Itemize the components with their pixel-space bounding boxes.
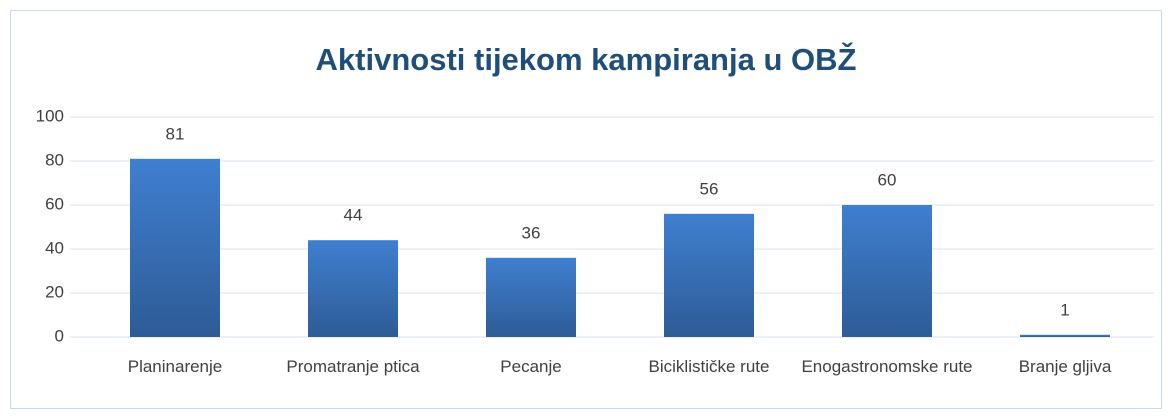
data-label: 1 [1060, 300, 1069, 319]
y-tick-label: 0 [55, 326, 64, 345]
bar [130, 158, 220, 337]
chart-title: Aktivnosti tijekom kampiranja u OBŽ [316, 41, 857, 77]
bar [308, 240, 398, 337]
data-label: 44 [344, 206, 363, 225]
y-tick-label: 40 [45, 238, 64, 257]
y-tick-label: 100 [36, 106, 64, 125]
data-label: 36 [522, 223, 541, 242]
y-tick-label: 80 [45, 150, 64, 169]
y-tick-label: 60 [45, 194, 64, 213]
bar [842, 205, 932, 337]
x-tick-label: Enogastronomske rute [801, 357, 972, 376]
bar [486, 257, 576, 337]
bar [1020, 334, 1110, 337]
x-tick-label: Branje gljiva [1019, 357, 1112, 376]
x-tick-label: Planinarenje [128, 357, 223, 376]
y-tick-label: 20 [45, 282, 64, 301]
data-label: 56 [700, 179, 719, 198]
bar [664, 213, 754, 337]
x-tick-label: Pecanje [500, 357, 561, 376]
x-tick-label: Biciklističke rute [649, 357, 770, 376]
x-tick-label: Promatranje ptica [286, 357, 420, 376]
data-label: 60 [878, 170, 897, 189]
data-label: 81 [166, 124, 185, 143]
